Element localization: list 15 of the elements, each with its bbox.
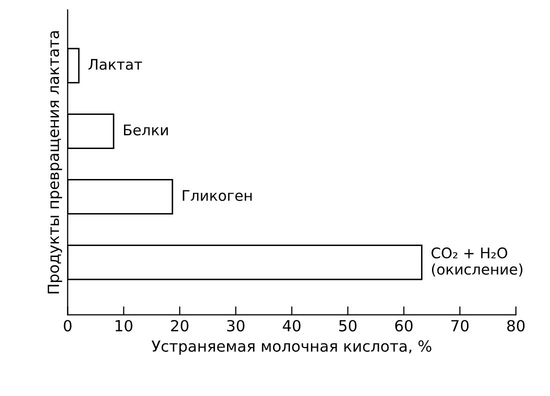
x-tick-label: 0: [64, 320, 72, 332]
x-tick-label: 20: [171, 320, 188, 332]
y-tick-label: Гликоген: [182, 190, 252, 202]
x-tick-label: 80: [507, 320, 525, 332]
y-axis-title: Продукты превращения лактата: [48, 31, 62, 294]
y-tick-label: CO₂ + H₂O (окисление): [432, 247, 522, 276]
x-tick-label: 50: [339, 320, 357, 332]
x-tick-label: 70: [451, 320, 469, 332]
y-tick-label: Белки: [124, 124, 168, 136]
x-tick-label: 60: [395, 320, 413, 332]
x-tick-label: 40: [282, 320, 300, 332]
x-tick-label: 30: [227, 320, 244, 332]
x-axis-title: Устраняемая молочная кислота, %: [152, 340, 432, 355]
x-tick-label: 10: [116, 320, 132, 332]
y-tick-label: Лактат: [88, 59, 142, 70]
